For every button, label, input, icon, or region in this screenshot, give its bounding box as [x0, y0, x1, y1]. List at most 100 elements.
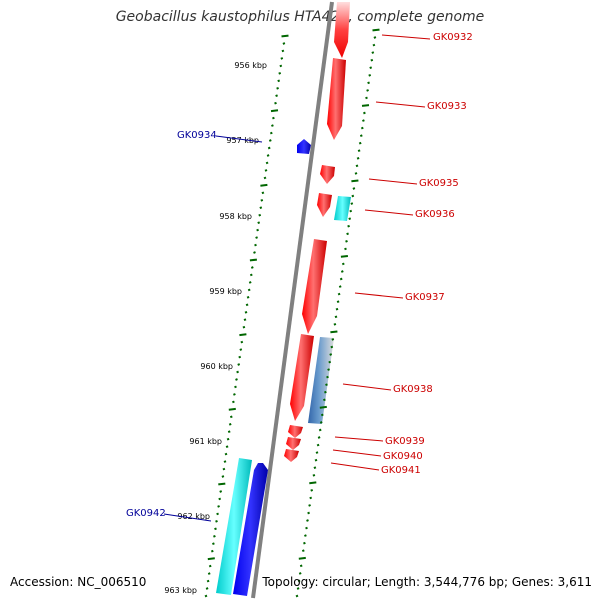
left-scale-minor-tick: [261, 191, 265, 195]
left-scale-minor-tick: [257, 221, 261, 225]
gene-label-gk0933[interactable]: GK0933: [427, 101, 467, 112]
gene-label-gk0936[interactable]: GK0936: [415, 209, 455, 220]
scale-label-959: 959 kbp: [209, 287, 242, 296]
left-scale-minor-tick: [236, 370, 239, 374]
right-scale-minor-tick: [295, 594, 299, 598]
left-scale-minor-tick: [258, 213, 262, 217]
left-scale-minor-tick: [216, 512, 219, 516]
gene-arrow-gk0933[interactable]: [327, 58, 346, 140]
right-scale-minor-tick: [350, 202, 354, 205]
scale-label-958: 958 kbp: [219, 212, 252, 221]
right-scale-minor-tick: [306, 519, 309, 522]
left-scale-minor-tick: [228, 422, 232, 426]
right-scale-minor-tick: [329, 353, 333, 356]
left-scale-minor-tick: [264, 169, 268, 172]
gene-label-gk0934[interactable]: GK0934: [177, 130, 217, 141]
right-scale-minor-tick: [366, 89, 369, 92]
gene-arrow-gk0934[interactable]: [297, 139, 311, 154]
gene-arrow-gk0941[interactable]: [284, 449, 299, 462]
feature-other-gk0938[interactable]: [308, 337, 334, 424]
right-scale-minor-tick: [308, 504, 311, 507]
gene-arrow-gk0936[interactable]: [317, 193, 332, 217]
right-scale-minor-tick: [303, 541, 306, 545]
left-scale-major-tick: [228, 407, 236, 411]
left-scale-minor-tick: [233, 393, 236, 396]
left-scale-minor-tick: [265, 161, 269, 165]
right-scale-minor-tick: [319, 421, 323, 424]
right-scale-minor-tick: [315, 451, 319, 454]
gene-label-gk0935[interactable]: GK0935: [419, 178, 459, 189]
left-scale-minor-tick: [245, 303, 249, 307]
gene-arrow-gk0935[interactable]: [320, 165, 335, 184]
gene-arrow-gk0938[interactable]: [290, 334, 314, 421]
right-scale-minor-tick: [323, 398, 326, 402]
feature-rna-gk0936[interactable]: [334, 196, 351, 221]
right-scale-minor-tick: [369, 66, 373, 70]
right-scale-minor-tick: [318, 428, 322, 432]
right-scale-minor-tick: [337, 292, 341, 296]
left-scale-minor-tick: [206, 579, 210, 583]
left-scale-minor-tick: [238, 355, 242, 359]
left-scale-minor-tick: [253, 251, 256, 254]
right-scale-minor-tick: [312, 473, 316, 477]
leader-line-gk0941: [330, 462, 380, 471]
right-scale-minor-tick: [340, 270, 344, 273]
left-scale-minor-tick: [266, 154, 270, 157]
left-scale-minor-tick: [250, 266, 254, 269]
left-scale-minor-tick: [232, 400, 235, 404]
right-scale-minor-tick: [334, 315, 338, 319]
genome-stats-text: Topology: circular; Length: 3,544,776 bp…: [262, 575, 592, 589]
right-scale-minor-tick: [304, 534, 307, 537]
left-scale-minor-tick: [243, 318, 247, 322]
right-scale-major-tick: [309, 481, 317, 485]
left-scale-minor-tick: [267, 146, 271, 150]
left-scale-minor-tick: [282, 42, 286, 45]
right-scale-minor-tick: [373, 36, 377, 39]
left-scale-minor-tick: [234, 385, 237, 389]
left-scale-minor-tick: [278, 71, 282, 75]
left-scale-minor-tick: [255, 236, 258, 239]
gene-arrow-gk0937[interactable]: [302, 239, 327, 334]
right-scale-minor-tick: [339, 277, 343, 281]
right-scale-minor-tick: [355, 164, 359, 168]
right-scale-minor-tick: [309, 496, 313, 500]
gene-label-gk0932[interactable]: GK0932: [433, 32, 473, 43]
left-scale-minor-tick: [259, 206, 263, 210]
left-scale-minor-tick: [268, 139, 272, 142]
left-scale-minor-tick: [224, 452, 228, 456]
gene-arrow-gk0939[interactable]: [288, 425, 303, 438]
right-scale-minor-tick: [301, 549, 305, 553]
right-scale-minor-tick: [354, 172, 358, 175]
right-scale-minor-tick: [346, 232, 349, 236]
gene-label-gk0940[interactable]: GK0940: [383, 451, 423, 462]
left-scale-minor-tick: [254, 243, 257, 247]
right-scale-minor-tick: [351, 194, 355, 198]
gene-arrow-gk0940[interactable]: [286, 437, 301, 450]
scale-label-962: 962 kbp: [177, 512, 210, 521]
scale-label-956: 956 kbp: [234, 61, 267, 70]
left-scale-minor-tick: [217, 505, 220, 508]
gene-label-gk0939[interactable]: GK0939: [385, 436, 425, 447]
gene-arrow-gk0932[interactable]: [334, 2, 350, 58]
right-scale-minor-tick: [314, 458, 318, 462]
gene-label-gk0938[interactable]: GK0938: [393, 384, 433, 395]
right-scale-minor-tick: [310, 488, 314, 492]
gene-arrow-gk0942[interactable]: [233, 463, 268, 596]
feature-rna-gk0942[interactable]: [216, 458, 252, 595]
leader-line-gk0937: [354, 292, 404, 299]
gene-label-gk0941[interactable]: GK0941: [381, 465, 421, 476]
left-scale-minor-tick: [210, 549, 214, 553]
right-scale-major-tick: [361, 104, 370, 107]
left-scale-minor-tick: [215, 519, 218, 523]
left-scale-minor-tick: [274, 101, 277, 105]
leader-line-gk0942: [163, 513, 212, 522]
left-scale-minor-tick: [279, 64, 283, 68]
right-scale-minor-tick: [357, 149, 361, 153]
right-scale-minor-tick: [327, 368, 330, 371]
gene-label-gk0937[interactable]: GK0937: [405, 292, 445, 303]
gene-label-gk0942[interactable]: GK0942: [126, 508, 166, 519]
right-scale-major-tick: [330, 330, 338, 334]
leader-line-gk0939: [334, 436, 384, 442]
right-scale-major-tick: [319, 405, 327, 409]
